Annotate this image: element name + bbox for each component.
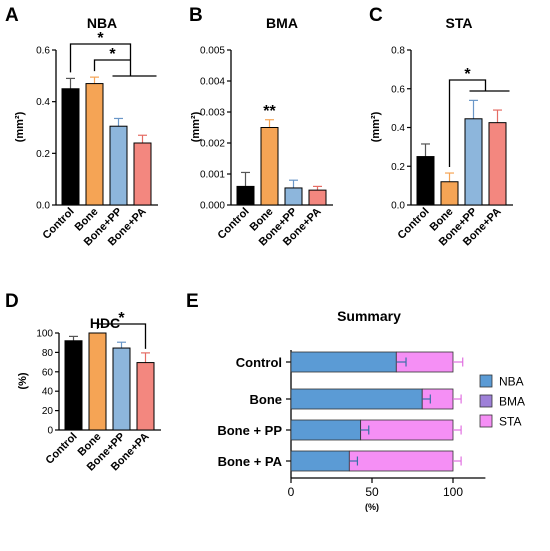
significance-star-double: ** <box>263 103 276 120</box>
significance-star: * <box>464 66 471 83</box>
bar-e-bone-pa-sta <box>348 450 454 472</box>
chart-title-d: HDC <box>90 315 120 331</box>
y-tick-label-b-5: 0.005 <box>200 46 225 57</box>
sig-bracket-bone <box>448 79 487 168</box>
bar-b-bone-pp <box>284 187 303 206</box>
y-tick-label-a-1: 0.2 <box>36 149 50 160</box>
x-tick-label-e-0: 0 <box>288 485 295 499</box>
bar-e-control-nba <box>290 351 397 373</box>
bar-d-control <box>64 340 83 431</box>
panel-b: B BMA(mm²)0.0000.0010.0020.0030.0040.005C… <box>189 5 333 248</box>
panel-letter-c: C <box>369 5 383 26</box>
bar-b-bone <box>260 127 279 206</box>
bar-c-bone-pp <box>464 118 483 206</box>
x-tick-label-e-2: 100 <box>443 485 463 499</box>
panel-e: E Summary 0 50 100 (%) Control Bone Bone + PP Bon… <box>186 291 525 512</box>
legend-label-sta: STA <box>499 415 521 429</box>
y-tick-label-c-0: 0.0 <box>391 201 405 212</box>
panel-letter-e: E <box>186 291 199 312</box>
y-tick-label-b-0: 0.000 <box>200 201 225 212</box>
y-tick-label-a-2: 0.4 <box>36 97 50 108</box>
legend-swatch-bma <box>479 394 493 408</box>
charts-layer: A NBA(mm²)0.00.20.40.6ControlBoneBone+PPB… <box>5 5 525 512</box>
legend-swatch-nba <box>479 374 493 388</box>
panel-d: DHDC(%)020406080100ControlBoneBone+PPBon… <box>5 291 161 473</box>
panel-letter-d: D <box>5 291 19 312</box>
bar-a-bone-pa <box>133 142 152 206</box>
y-tick-label-c-2: 0.4 <box>391 123 405 134</box>
y-tick-label-c-4: 0.8 <box>391 46 405 57</box>
y-tick-label-b-3: 0.003 <box>200 108 225 119</box>
y-tick-label-a-0: 0.0 <box>36 201 50 212</box>
chart-title-e: Summary <box>337 308 401 324</box>
bar-e-bone-pa-nba <box>290 450 350 472</box>
bar-b-control <box>236 185 255 206</box>
bar-a-bone <box>85 83 104 206</box>
y-axis-label-a: (mm²) <box>14 111 26 142</box>
y-tick-label-b-2: 0.002 <box>200 139 225 150</box>
chart-title-a: NBA <box>87 15 117 31</box>
significance-star-1: * <box>97 30 104 47</box>
legend-label-nba: NBA <box>499 375 524 389</box>
y-tick-label-d-0: 0 <box>47 426 53 437</box>
panel-c: C STA(mm²)0.00.20.40.60.8ControlBoneBone+… <box>369 5 513 248</box>
chart-title-c: STA <box>446 15 473 31</box>
y-tick-label-d-5: 100 <box>36 329 53 340</box>
bar-c-bone-pa <box>488 122 507 206</box>
y-tick-label-b-4: 0.004 <box>200 77 225 88</box>
y-tick-label-e-bone-pa: Bone + PA <box>218 454 283 469</box>
bar-d-bone <box>88 332 107 431</box>
significance-star-2: * <box>109 46 116 63</box>
significance-star: * <box>118 310 125 327</box>
bar-a-bone-pp <box>109 125 128 206</box>
y-tick-label-d-3: 60 <box>42 367 54 378</box>
bar-d-bone-pa <box>136 362 155 431</box>
y-tick-label-e-control: Control <box>236 355 282 370</box>
bar-e-bone-pp-sta <box>360 419 454 441</box>
bar-e-bone-pp-nba <box>290 419 362 441</box>
y-tick-label-e-bone-pp: Bone + PP <box>217 423 282 438</box>
chart-title-b: BMA <box>266 15 298 31</box>
panel-letter-b: B <box>189 5 203 26</box>
y-tick-label-a-3: 0.6 <box>36 46 50 57</box>
y-tick-label-d-2: 40 <box>42 387 54 398</box>
y-axis-label-b: (mm²) <box>190 111 202 142</box>
y-tick-label-c-3: 0.6 <box>391 84 405 95</box>
y-tick-label-b-1: 0.001 <box>200 170 225 181</box>
legend-label-bma: BMA <box>499 395 525 409</box>
y-tick-label-e-bone: Bone <box>250 392 283 407</box>
sig-bracket <box>96 323 147 349</box>
bar-c-bone <box>440 181 459 206</box>
x-tick-label-e-1: 50 <box>365 485 379 499</box>
bar-c-control <box>416 156 435 206</box>
legend-swatch-sta <box>479 414 493 428</box>
panel-a: A NBA(mm²)0.00.20.40.6ControlBoneBone+PPB… <box>5 5 158 248</box>
bar-b-bone-pa <box>308 189 327 206</box>
y-tick-label-d-4: 80 <box>42 348 54 359</box>
panel-letter-a: A <box>5 5 19 26</box>
bar-d-bone-pp <box>112 347 131 431</box>
y-axis-label-d: (%) <box>17 372 29 389</box>
bar-e-bone-nba <box>290 388 423 410</box>
y-axis-label-c: (mm²) <box>370 111 382 142</box>
x-axis-label-e: (%) <box>365 502 379 512</box>
sig-bracket-bone <box>93 59 131 72</box>
y-tick-label-d-1: 20 <box>42 406 54 417</box>
y-tick-label-c-1: 0.2 <box>391 162 405 173</box>
bar-a-control <box>61 88 80 206</box>
